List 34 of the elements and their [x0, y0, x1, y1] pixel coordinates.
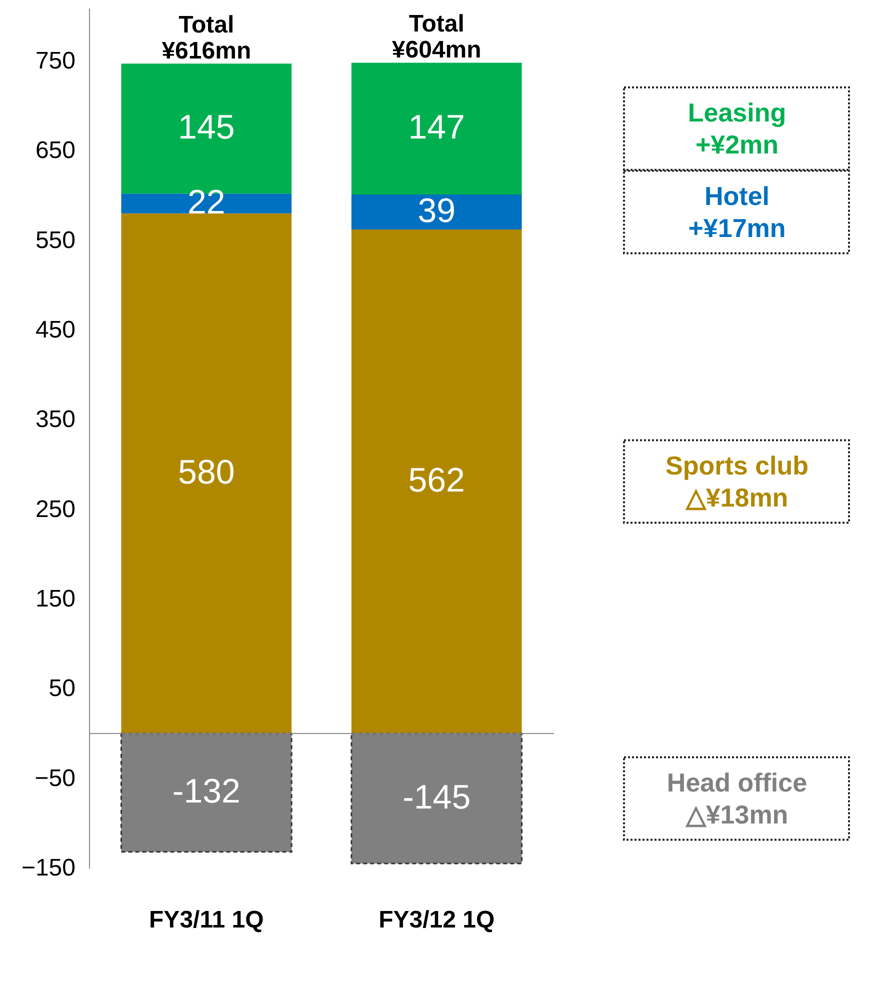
annotation: Total ¥604mn	[392, 10, 482, 64]
data-label: -145	[402, 778, 471, 816]
text: △¥18mn	[684, 482, 788, 512]
bar	[351, 62, 522, 195]
data-label: 562	[408, 461, 465, 500]
text: Leasing	[688, 98, 786, 128]
y-tick-label: −150	[21, 854, 76, 882]
data-label: -132	[172, 772, 240, 811]
y-tick-label: 450	[35, 316, 76, 344]
y-tick-label: 350	[35, 406, 76, 434]
text: Hotel	[704, 181, 770, 212]
bar	[351, 230, 522, 734]
text: +¥2mn	[695, 130, 779, 160]
text: Sports club	[665, 450, 809, 480]
annotation: Total ¥616mn	[162, 12, 252, 65]
y-tick-label: 550	[35, 226, 76, 254]
text: +¥17mn	[688, 213, 786, 244]
data-label: 580	[178, 453, 235, 492]
y-tick-label: 250	[35, 496, 76, 523]
y-tick-label: −50	[34, 764, 76, 792]
data-label: 145	[178, 108, 235, 147]
x-tick-label: FY3/11 1Q	[149, 906, 264, 934]
y-tick-label: 750	[35, 47, 76, 74]
bar	[121, 213, 292, 734]
data-label: 39	[418, 192, 456, 230]
text: △¥13mn	[684, 800, 788, 830]
bar	[351, 194, 522, 230]
data-label: 22	[187, 183, 226, 222]
y-tick-label: 150	[35, 585, 76, 612]
data-label: 147	[408, 108, 465, 147]
y-tick-label: 50	[48, 675, 76, 702]
text: Head office	[666, 768, 808, 798]
x-tick-label: FY3/12 1Q	[378, 906, 495, 934]
y-tick-label: 650	[35, 137, 76, 164]
